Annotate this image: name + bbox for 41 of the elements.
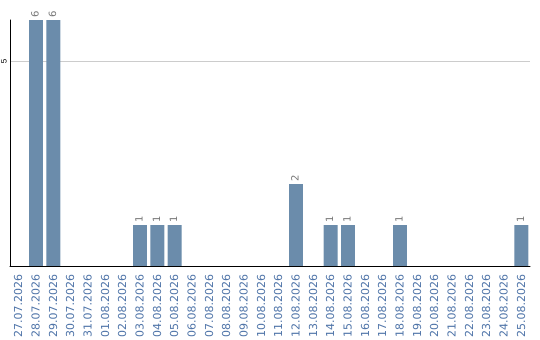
data-label: 1 (169, 216, 180, 222)
x-tick-label: 20.08.2026 (428, 274, 442, 338)
x-tick-label: 04.08.2026 (150, 274, 164, 338)
data-label: 1 (394, 216, 406, 222)
x-tick-label: 07.08.2026 (202, 274, 216, 338)
x-tick-label: 23.08.2026 (480, 274, 494, 338)
x-tick-label: 08.08.2026 (220, 274, 234, 338)
x-tick-label: 02.08.2026 (116, 274, 130, 338)
x-tick-label: 28.07.2026 (30, 274, 42, 338)
data-label: 1 (342, 216, 354, 222)
data-label: 1 (325, 216, 336, 222)
data-label: 6 (30, 10, 42, 17)
x-tick-label: 10.08.2026 (254, 274, 268, 338)
x-tick-label: 19.08.2026 (410, 274, 424, 338)
x-tick-label: 29.07.2026 (46, 274, 60, 338)
x-tick-label: 12.08.2026 (290, 274, 302, 338)
data-label: 1 (134, 216, 146, 222)
x-tick-label: 24.08.2026 (498, 274, 510, 338)
x-tick-label: 16.08.2026 (358, 274, 372, 338)
data-label: 6 (48, 10, 59, 17)
x-tick-label: 30.07.2026 (64, 274, 78, 338)
x-tick-label: 01.08.2026 (98, 274, 112, 338)
x-tick-label: 31.07.2026 (82, 274, 94, 338)
y-tick-label: 5 (0, 58, 8, 64)
x-tick-label: 14.08.2026 (324, 274, 338, 338)
x-tick-label: 05.08.2026 (168, 274, 182, 338)
x-tick-label: 06.08.2026 (186, 274, 198, 338)
x-tick-label: 18.08.2026 (394, 274, 406, 338)
data-label: 2 (290, 174, 302, 182)
x-tick-label: 25.08.2026 (514, 274, 528, 338)
data-label: 1 (152, 216, 163, 222)
data-label: 1 (516, 216, 527, 222)
x-tick-label: 15.08.2026 (342, 274, 354, 338)
x-tick-label: 09.08.2026 (238, 274, 250, 338)
x-tick-label: 22.08.2026 (462, 274, 476, 338)
x-tick-label: 27.07.2026 (12, 274, 26, 338)
x-tick-label: 03.08.2026 (134, 274, 146, 338)
x-tick-label: 21.08.2026 (446, 274, 458, 338)
x-tick-label: 11.08.2026 (272, 274, 286, 338)
x-tick-label: 17.08.2026 (376, 274, 390, 338)
x-tick-label: 13.08.2026 (306, 274, 320, 338)
